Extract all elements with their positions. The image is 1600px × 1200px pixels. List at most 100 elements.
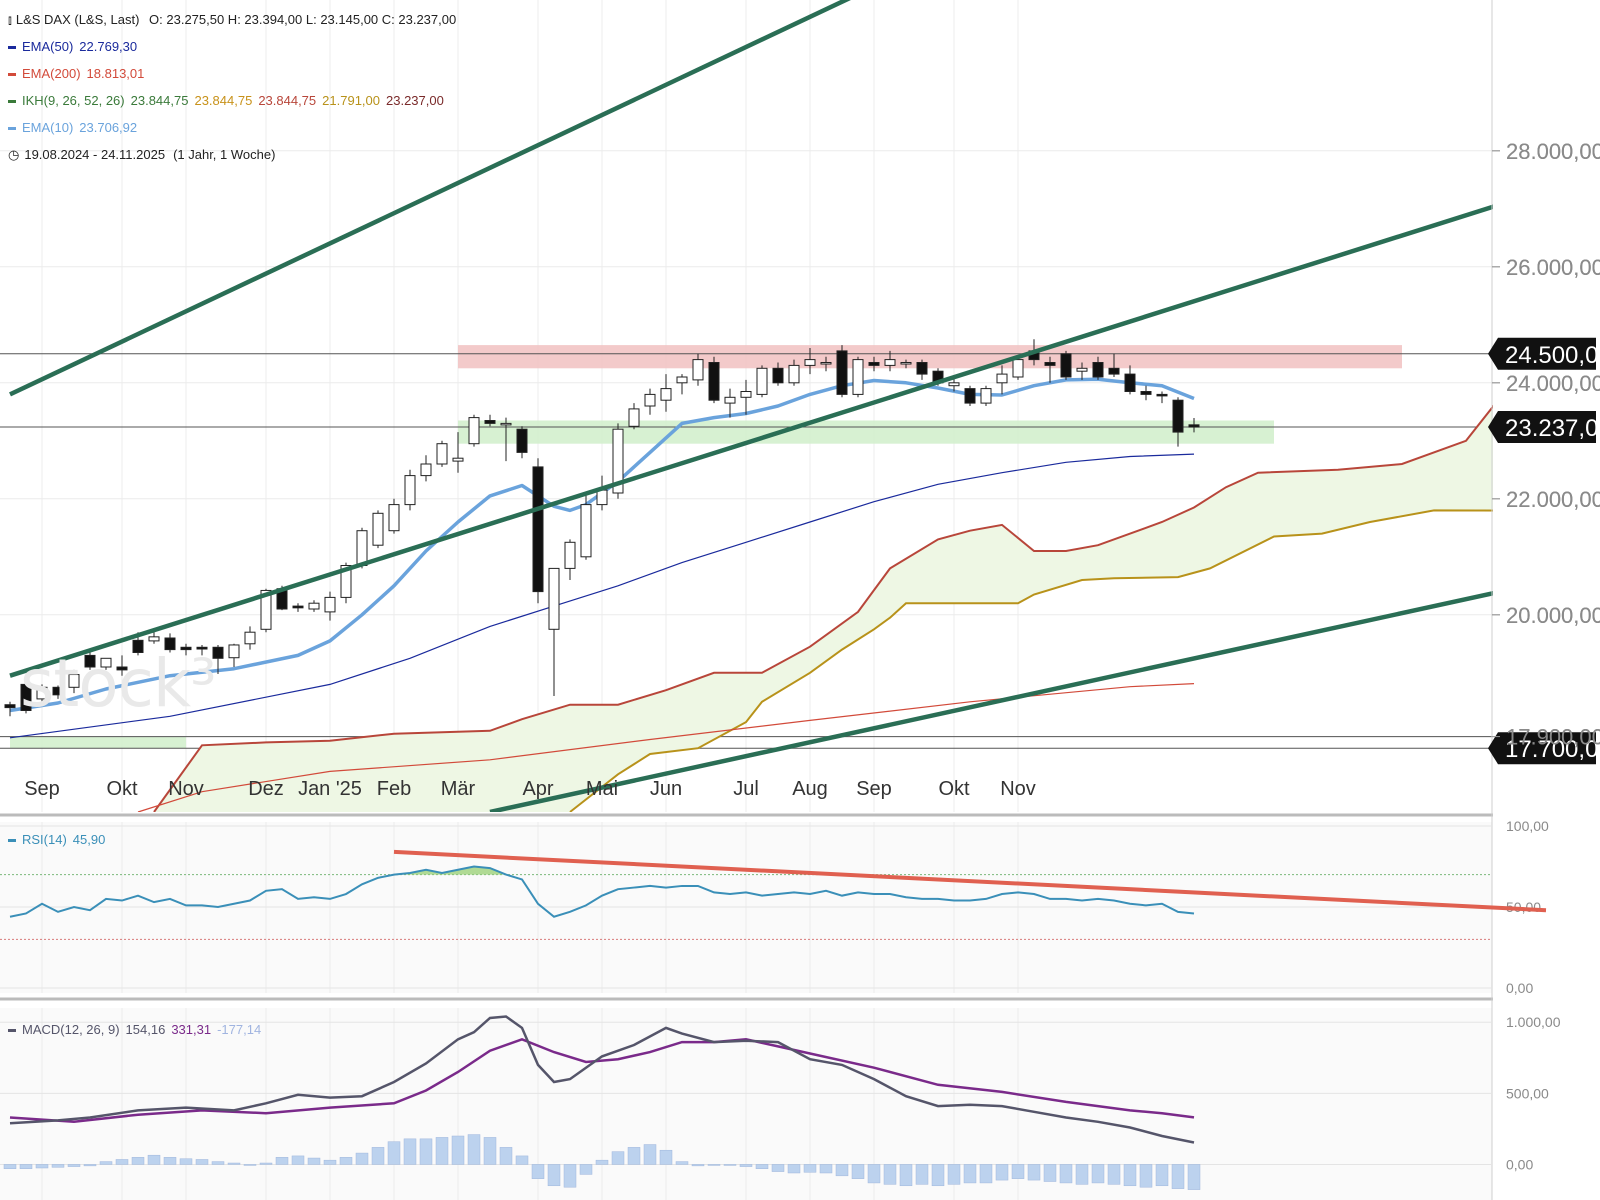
x-tick-label: Jul	[733, 778, 759, 800]
candle-body	[1092, 362, 1104, 378]
legend-period: ◷ 19.08.2024 - 24.11.2025 (1 Jahr, 1 Woche…	[8, 147, 276, 162]
resistance-zone	[458, 345, 1402, 369]
candle-body	[244, 631, 256, 645]
macd-histogram-bar	[1155, 1164, 1169, 1187]
candle-body	[180, 646, 192, 651]
candlesticks	[4, 339, 1200, 717]
candle-body	[484, 420, 496, 424]
macd-histogram-bar	[1139, 1164, 1153, 1188]
candle-body	[564, 541, 576, 569]
macd-histogram-bar	[931, 1164, 945, 1187]
candle-body	[308, 602, 320, 610]
macd-histogram-bar	[819, 1164, 833, 1174]
candle-body	[340, 565, 352, 598]
x-tick-label: Mär	[441, 778, 476, 800]
macd-histogram-bar	[163, 1157, 177, 1165]
macd-histogram-bar	[483, 1137, 497, 1165]
macd-histogram-bar	[387, 1141, 401, 1165]
macd-histogram-bar	[371, 1147, 385, 1165]
x-tick-label: Jan '25	[298, 778, 362, 800]
macd-histogram-bar	[1027, 1164, 1041, 1181]
macd-histogram-bar	[147, 1154, 161, 1165]
candle-body	[964, 388, 976, 404]
trend-channel-line	[9, 0, 851, 397]
candle-body	[580, 504, 592, 558]
macd-histogram-bar	[771, 1164, 785, 1172]
macd-histogram-bar	[1059, 1164, 1073, 1184]
x-tick-label: Apr	[522, 778, 553, 800]
x-tick-label: Okt	[106, 778, 138, 800]
candle-body	[948, 382, 960, 387]
macd-histogram-bar	[499, 1147, 513, 1165]
rsi-trendline	[393, 849, 1547, 913]
candle-body	[516, 428, 528, 453]
macd-histogram-bar	[1091, 1164, 1105, 1184]
cloud-area	[154, 385, 1594, 812]
candle-body	[68, 674, 80, 688]
candle-body	[852, 359, 864, 395]
candle-body	[164, 637, 176, 651]
macd-histogram-bar	[211, 1161, 225, 1165]
trend-channel-line	[9, 197, 1515, 678]
candle-body	[292, 605, 304, 609]
candle-body	[1012, 359, 1024, 378]
badge-upper: 24.500,00	[1505, 342, 1600, 369]
candle-body	[708, 362, 720, 401]
macd-histogram-bar	[227, 1162, 241, 1165]
candle-body	[1156, 393, 1168, 397]
clock-icon: ◷	[8, 147, 20, 162]
rsi-overbought-fill	[362, 866, 506, 875]
candle-body	[1076, 367, 1088, 372]
candle-body	[212, 646, 224, 659]
y-tick-label: 26.000,00	[1506, 255, 1600, 280]
x-tick-label: Dez	[248, 778, 284, 800]
macd-histogram-bar	[787, 1164, 801, 1174]
macd-histogram-bar	[259, 1162, 273, 1165]
candle-body	[916, 362, 928, 375]
ichimoku-cloud	[154, 385, 1594, 812]
x-tick-label: Feb	[377, 778, 411, 800]
y-tick-label: 22.000,00	[1506, 487, 1600, 512]
candle-body	[404, 475, 416, 506]
macd-histogram-bar	[579, 1164, 593, 1175]
macd-histogram-bar	[403, 1138, 417, 1165]
candle-body	[1124, 373, 1136, 393]
macd-histogram-bar	[595, 1159, 609, 1165]
y-axis-bg	[1493, 0, 1600, 1200]
candle-body	[772, 367, 784, 384]
macd-histogram-bar	[355, 1152, 369, 1165]
macd-histogram-bar	[611, 1151, 625, 1165]
trend-channel-line	[489, 586, 1515, 815]
x-tick-label: Sep	[24, 778, 60, 800]
candle-body	[900, 362, 912, 365]
candle-icon: ⫾	[8, 13, 12, 27]
candle-body	[372, 512, 384, 546]
macd-histogram-bar	[723, 1164, 737, 1166]
macd-histogram-bar	[851, 1164, 865, 1179]
support-zone	[458, 420, 1274, 444]
macd-histogram-bar	[515, 1155, 529, 1165]
candle-body	[628, 408, 640, 427]
candle-body	[820, 362, 832, 365]
candle-body	[1108, 367, 1120, 375]
candle-body	[324, 596, 336, 613]
y-tick-label: 28.000,00	[1506, 139, 1600, 164]
senkou-a-line	[153, 384, 1595, 813]
candle-body	[724, 396, 736, 404]
instrument-name: L&S DAX (L&S, Last)	[15, 12, 140, 27]
macd-tick-label: 0,00	[1506, 1156, 1533, 1172]
macd-histogram-bar	[739, 1164, 753, 1167]
macd-histogram-bar	[883, 1164, 897, 1185]
macd-histogram-bar	[3, 1164, 17, 1169]
y-tick-label: 24.000,00	[1506, 371, 1600, 396]
x-tick-label: Mai	[586, 778, 618, 800]
macd-histogram-bar	[339, 1157, 353, 1165]
macd-histogram-bar	[451, 1135, 465, 1165]
x-tick-label: Jun	[650, 778, 682, 800]
macd-histogram-bar	[67, 1164, 81, 1167]
macd-histogram-bar	[83, 1164, 97, 1167]
candle-body	[532, 466, 544, 593]
macd-histogram-bar	[35, 1164, 49, 1169]
